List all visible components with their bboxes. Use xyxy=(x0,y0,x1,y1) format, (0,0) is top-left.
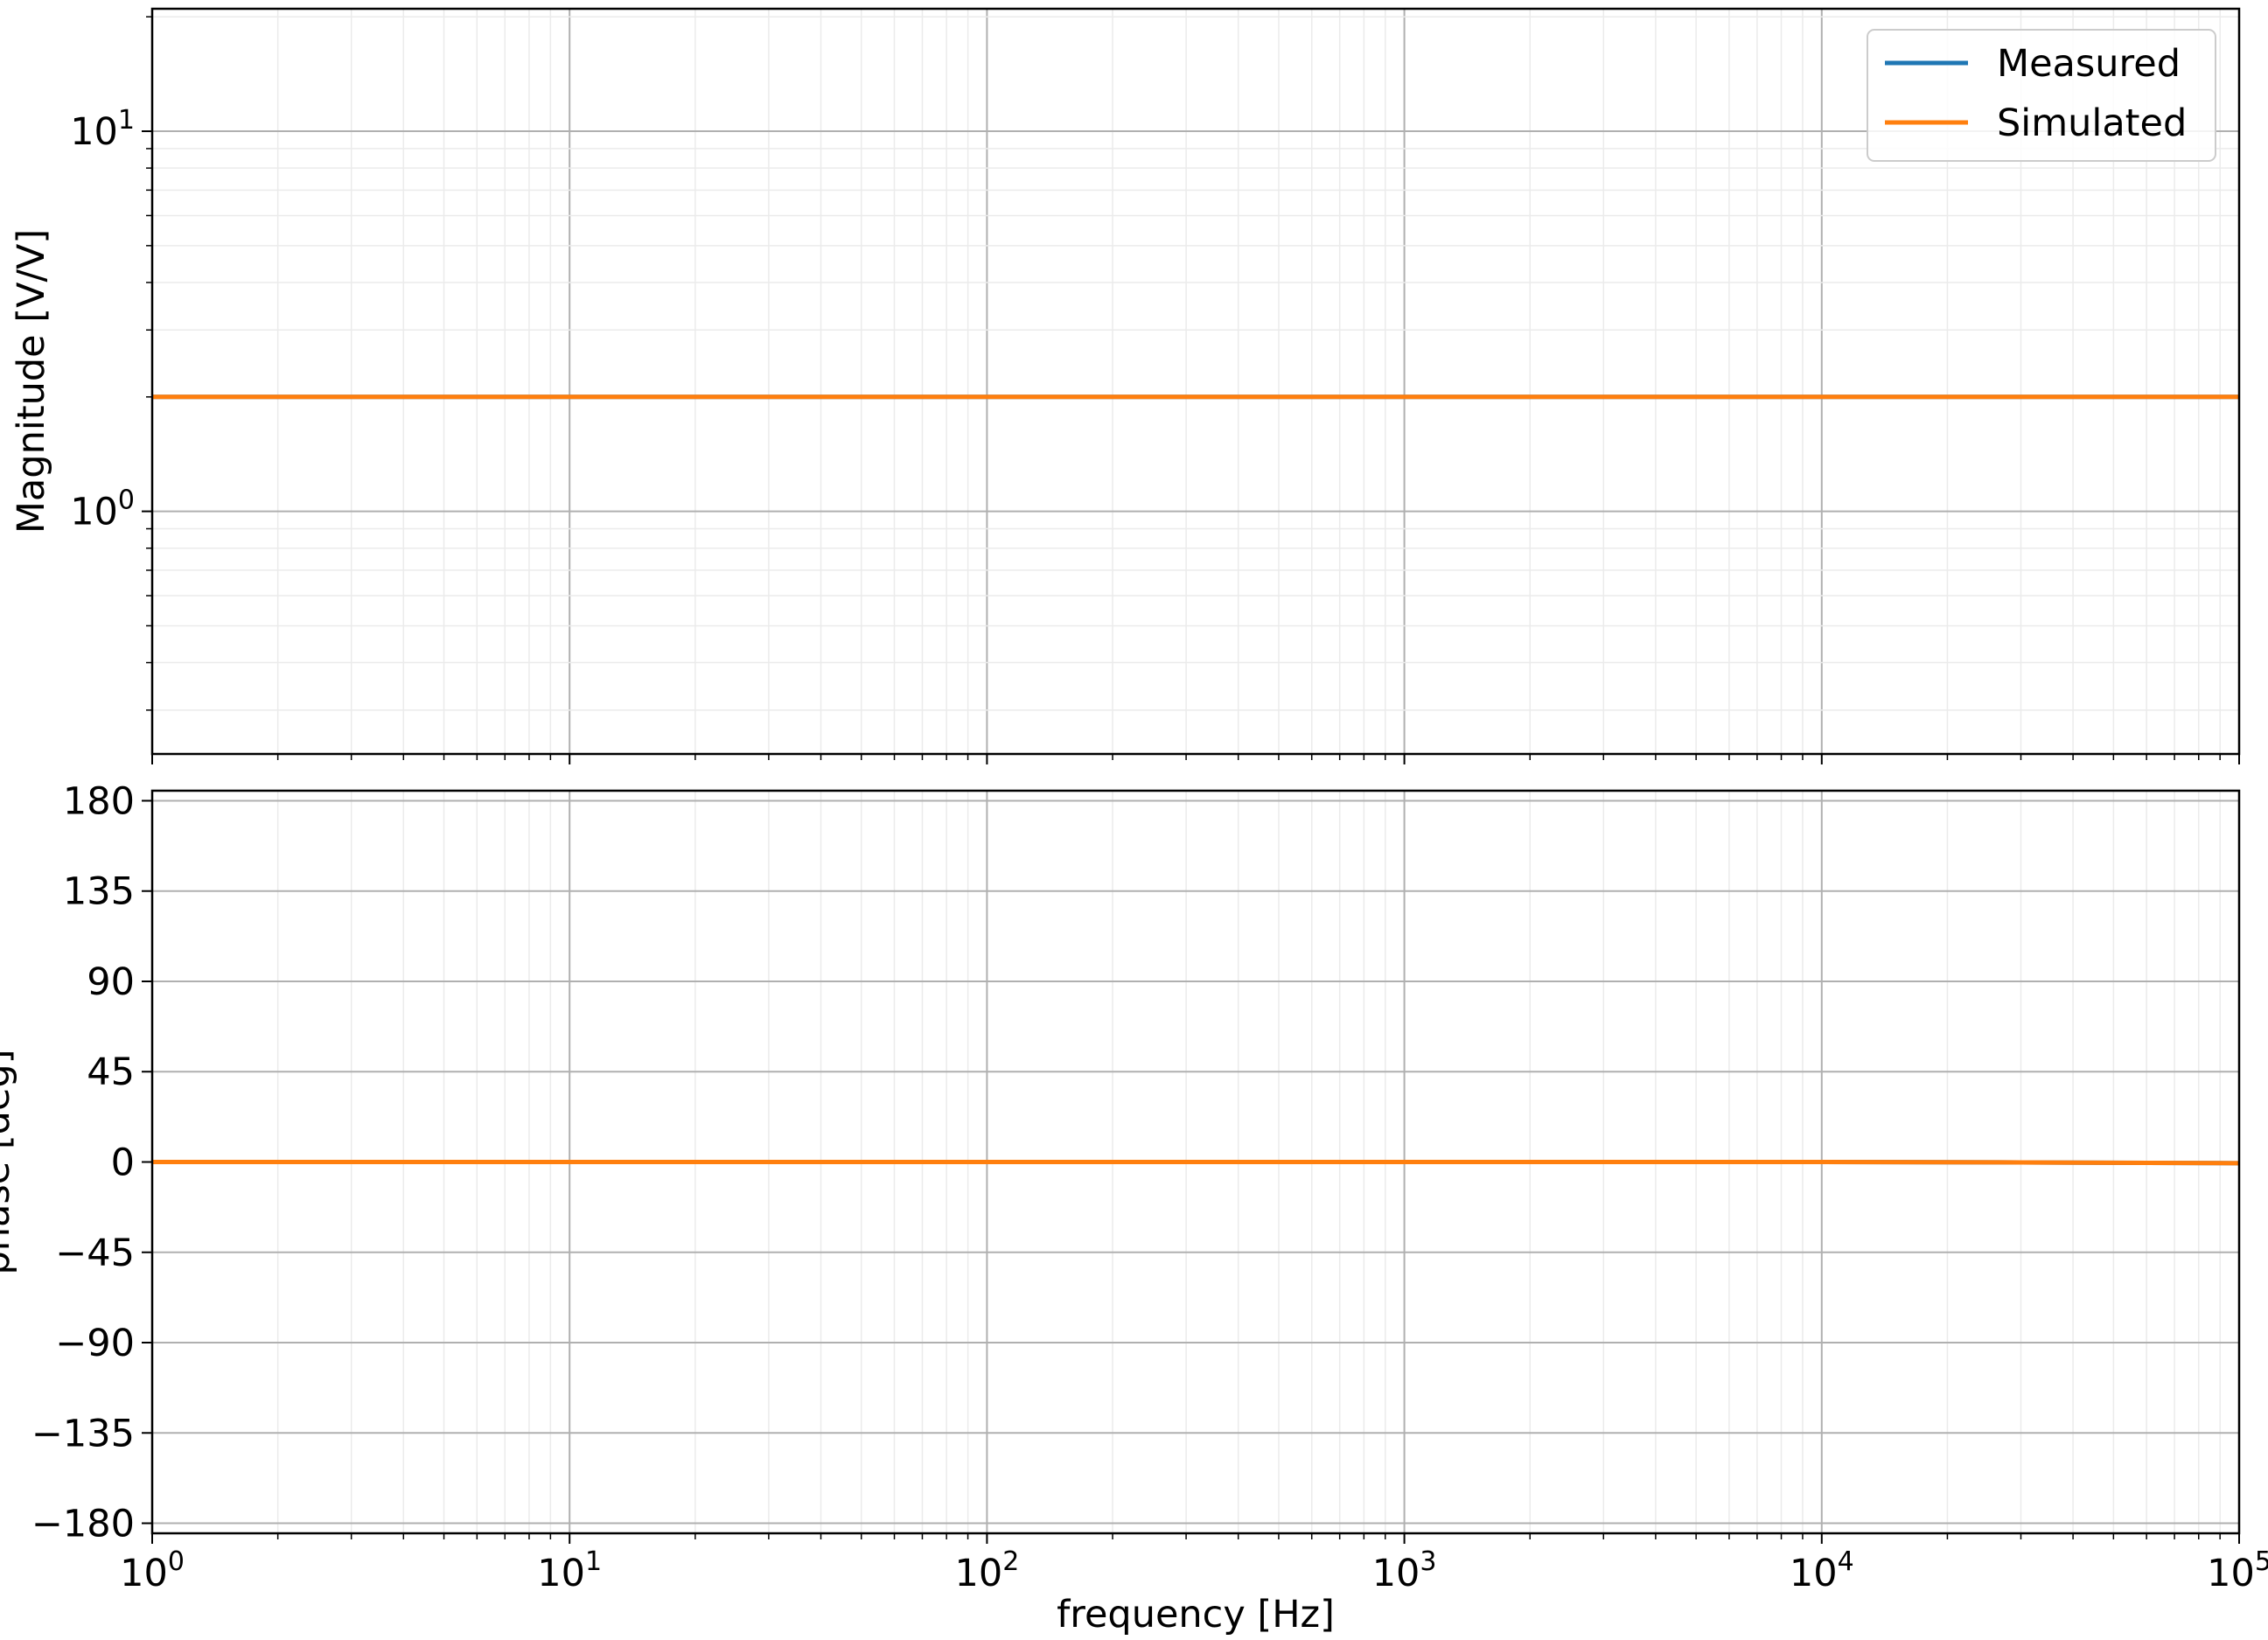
phase-series-line-simulated xyxy=(152,1160,2240,1166)
x-tick-label: 101 xyxy=(537,1546,602,1595)
phase-y-tick-label: −180 xyxy=(31,1503,135,1546)
magnitude-grid xyxy=(151,9,2240,754)
magnitude-y-axis-label: Magnitude [V/V] xyxy=(10,229,53,534)
magnitude-y-tick-label-base: 10 xyxy=(70,110,118,154)
x-tick-label: 105 xyxy=(2207,1546,2268,1595)
legend-label-measured: Measured xyxy=(1997,42,2181,86)
magnitude-frame xyxy=(150,7,2241,756)
phase-y-tick-label: 135 xyxy=(63,870,135,914)
x-tick-label-exp: 1 xyxy=(585,1546,602,1577)
x-tick-label-base: 10 xyxy=(537,1552,585,1595)
phase-y-tick-label: 0 xyxy=(111,1141,135,1185)
magnitude-y-tick-label-exp: 1 xyxy=(118,105,135,136)
x-tick-label-base: 10 xyxy=(954,1552,1002,1595)
x-tick-label-exp: 3 xyxy=(1420,1546,1436,1577)
phase-y-tick-label: −135 xyxy=(31,1412,135,1455)
phase-series xyxy=(152,1160,2240,1166)
magnitude-y-tick-label: 101 xyxy=(70,105,135,154)
x-axis-label: frequency [Hz] xyxy=(1057,1593,1335,1637)
phase-y-tick-label: 90 xyxy=(87,960,135,1004)
x-tick-label: 100 xyxy=(120,1546,185,1595)
phase-y-tick-label: 180 xyxy=(63,779,135,823)
x-tick-label: 104 xyxy=(1790,1546,1854,1595)
x-tick-label-base: 10 xyxy=(120,1552,168,1595)
magnitude-y-tick-label-base: 10 xyxy=(70,491,118,534)
phase-y-tick-label: −90 xyxy=(55,1322,135,1365)
x-tick-label-base: 10 xyxy=(2207,1552,2255,1595)
x-tick-label-base: 10 xyxy=(1372,1552,1420,1595)
phase-y-tick-label: −45 xyxy=(55,1232,135,1275)
magnitude-y-tick-label-exp: 0 xyxy=(118,485,135,516)
x-tick-label-exp: 5 xyxy=(2255,1546,2268,1577)
x-tick-label-exp: 0 xyxy=(168,1546,185,1577)
x-tick-label: 103 xyxy=(1372,1546,1437,1595)
legend: Measured Simulated xyxy=(1867,29,2216,162)
legend-label-simulated: Simulated xyxy=(1997,101,2187,145)
phase-y-axis-label: phase [deg] xyxy=(0,1049,18,1274)
x-tick-label-exp: 2 xyxy=(1002,1546,1019,1577)
x-tick-label-base: 10 xyxy=(1790,1552,1838,1595)
magnitude-y-tick-label: 100 xyxy=(70,485,135,534)
phase-y-tick-label: 45 xyxy=(87,1050,135,1094)
x-tick-label-exp: 4 xyxy=(1838,1546,1854,1577)
x-tick-label: 102 xyxy=(954,1546,1019,1595)
